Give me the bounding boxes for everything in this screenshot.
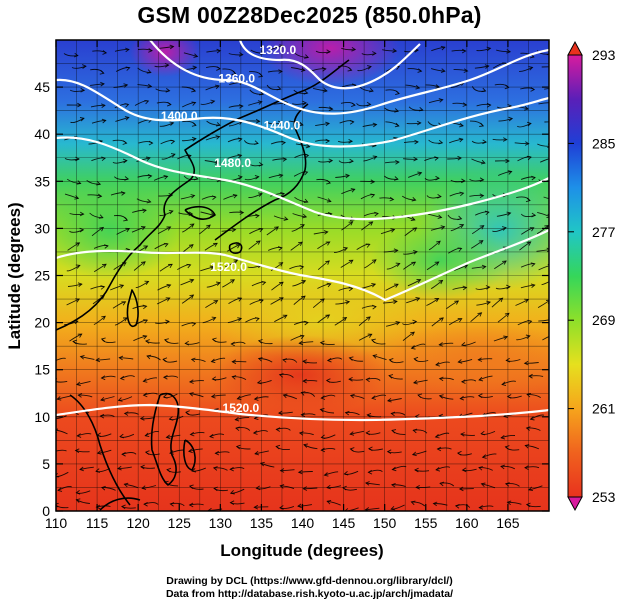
y-tick-label: 30 xyxy=(34,220,50,236)
contour-label: 1520.0 xyxy=(223,401,260,415)
y-tick-label: 5 xyxy=(42,456,50,472)
height-contours xyxy=(56,40,549,422)
x-tick-label: 110 xyxy=(45,515,68,531)
x-tick-label: 155 xyxy=(414,515,438,531)
contour-label: 1480.0 xyxy=(214,156,251,170)
credits: Drawing by DCL (https://www.gfd-dennou.o… xyxy=(0,575,619,601)
colorbar-min-arrow xyxy=(567,496,583,512)
colorbar: 293 285 277 269 261 253 xyxy=(567,40,616,512)
colorbar-tick-label: 261 xyxy=(592,401,616,417)
colorbar-tick-label: 269 xyxy=(592,312,616,328)
colorbar-tick-label: 277 xyxy=(592,224,616,240)
y-axis-label: Latitude (degrees) xyxy=(5,202,24,349)
x-tick-label: 150 xyxy=(373,515,397,531)
colorbar-max-arrow xyxy=(567,40,583,56)
credit-data: Data from http://database.rish.kyoto-u.a… xyxy=(165,588,454,600)
x-axis-label: Longitude (degrees) xyxy=(220,541,383,560)
contour-label: 1400.0 xyxy=(161,109,198,123)
contour-label: 1520.0 xyxy=(210,260,247,274)
contour-label: 1440.0 xyxy=(264,118,301,132)
y-tick-label: 40 xyxy=(34,126,50,142)
y-tick-label: 20 xyxy=(34,315,50,331)
x-tick-label: 130 xyxy=(209,515,233,531)
colorbar-tick-label: 285 xyxy=(592,135,616,151)
x-tick-label: 120 xyxy=(126,515,150,531)
contour-label: 1320.0 xyxy=(259,43,296,57)
y-tick-label: 15 xyxy=(34,362,50,378)
y-tick-label: 10 xyxy=(34,409,50,425)
contour-labels: 1320.0 1360.0 1400.0 1440.0 1480.0 1520.0 1520… xyxy=(161,43,301,415)
x-tick-label: 125 xyxy=(168,515,192,531)
y-tick-label: 45 xyxy=(34,79,50,95)
contour-label: 1360.0 xyxy=(218,71,255,85)
x-tick-label: 115 xyxy=(86,515,109,531)
axes: 110 115 120 125 130 135 140 145 150 155 160 165 0 5 10… xyxy=(34,40,549,531)
y-tick-label: 0 xyxy=(42,503,50,519)
x-tick-label: 165 xyxy=(496,515,520,531)
x-tick-label: 140 xyxy=(291,515,315,531)
wind-streamlines xyxy=(56,44,549,511)
colorbar-tick-label: 293 xyxy=(592,47,616,63)
colorbar-tick-label: 253 xyxy=(592,489,616,505)
credit-drawing: Drawing by DCL (https://www.gfd-dennou.o… xyxy=(166,575,453,587)
y-tick-label: 25 xyxy=(34,268,50,284)
x-tick-label: 135 xyxy=(250,515,274,531)
map-title: GSM 00Z28Dec2025 (850.0hPa) xyxy=(137,2,482,28)
colorbar-scale xyxy=(567,54,583,498)
x-tick-label: 160 xyxy=(455,515,479,531)
y-tick-label: 35 xyxy=(34,173,50,189)
x-tick-label: 145 xyxy=(332,515,356,531)
